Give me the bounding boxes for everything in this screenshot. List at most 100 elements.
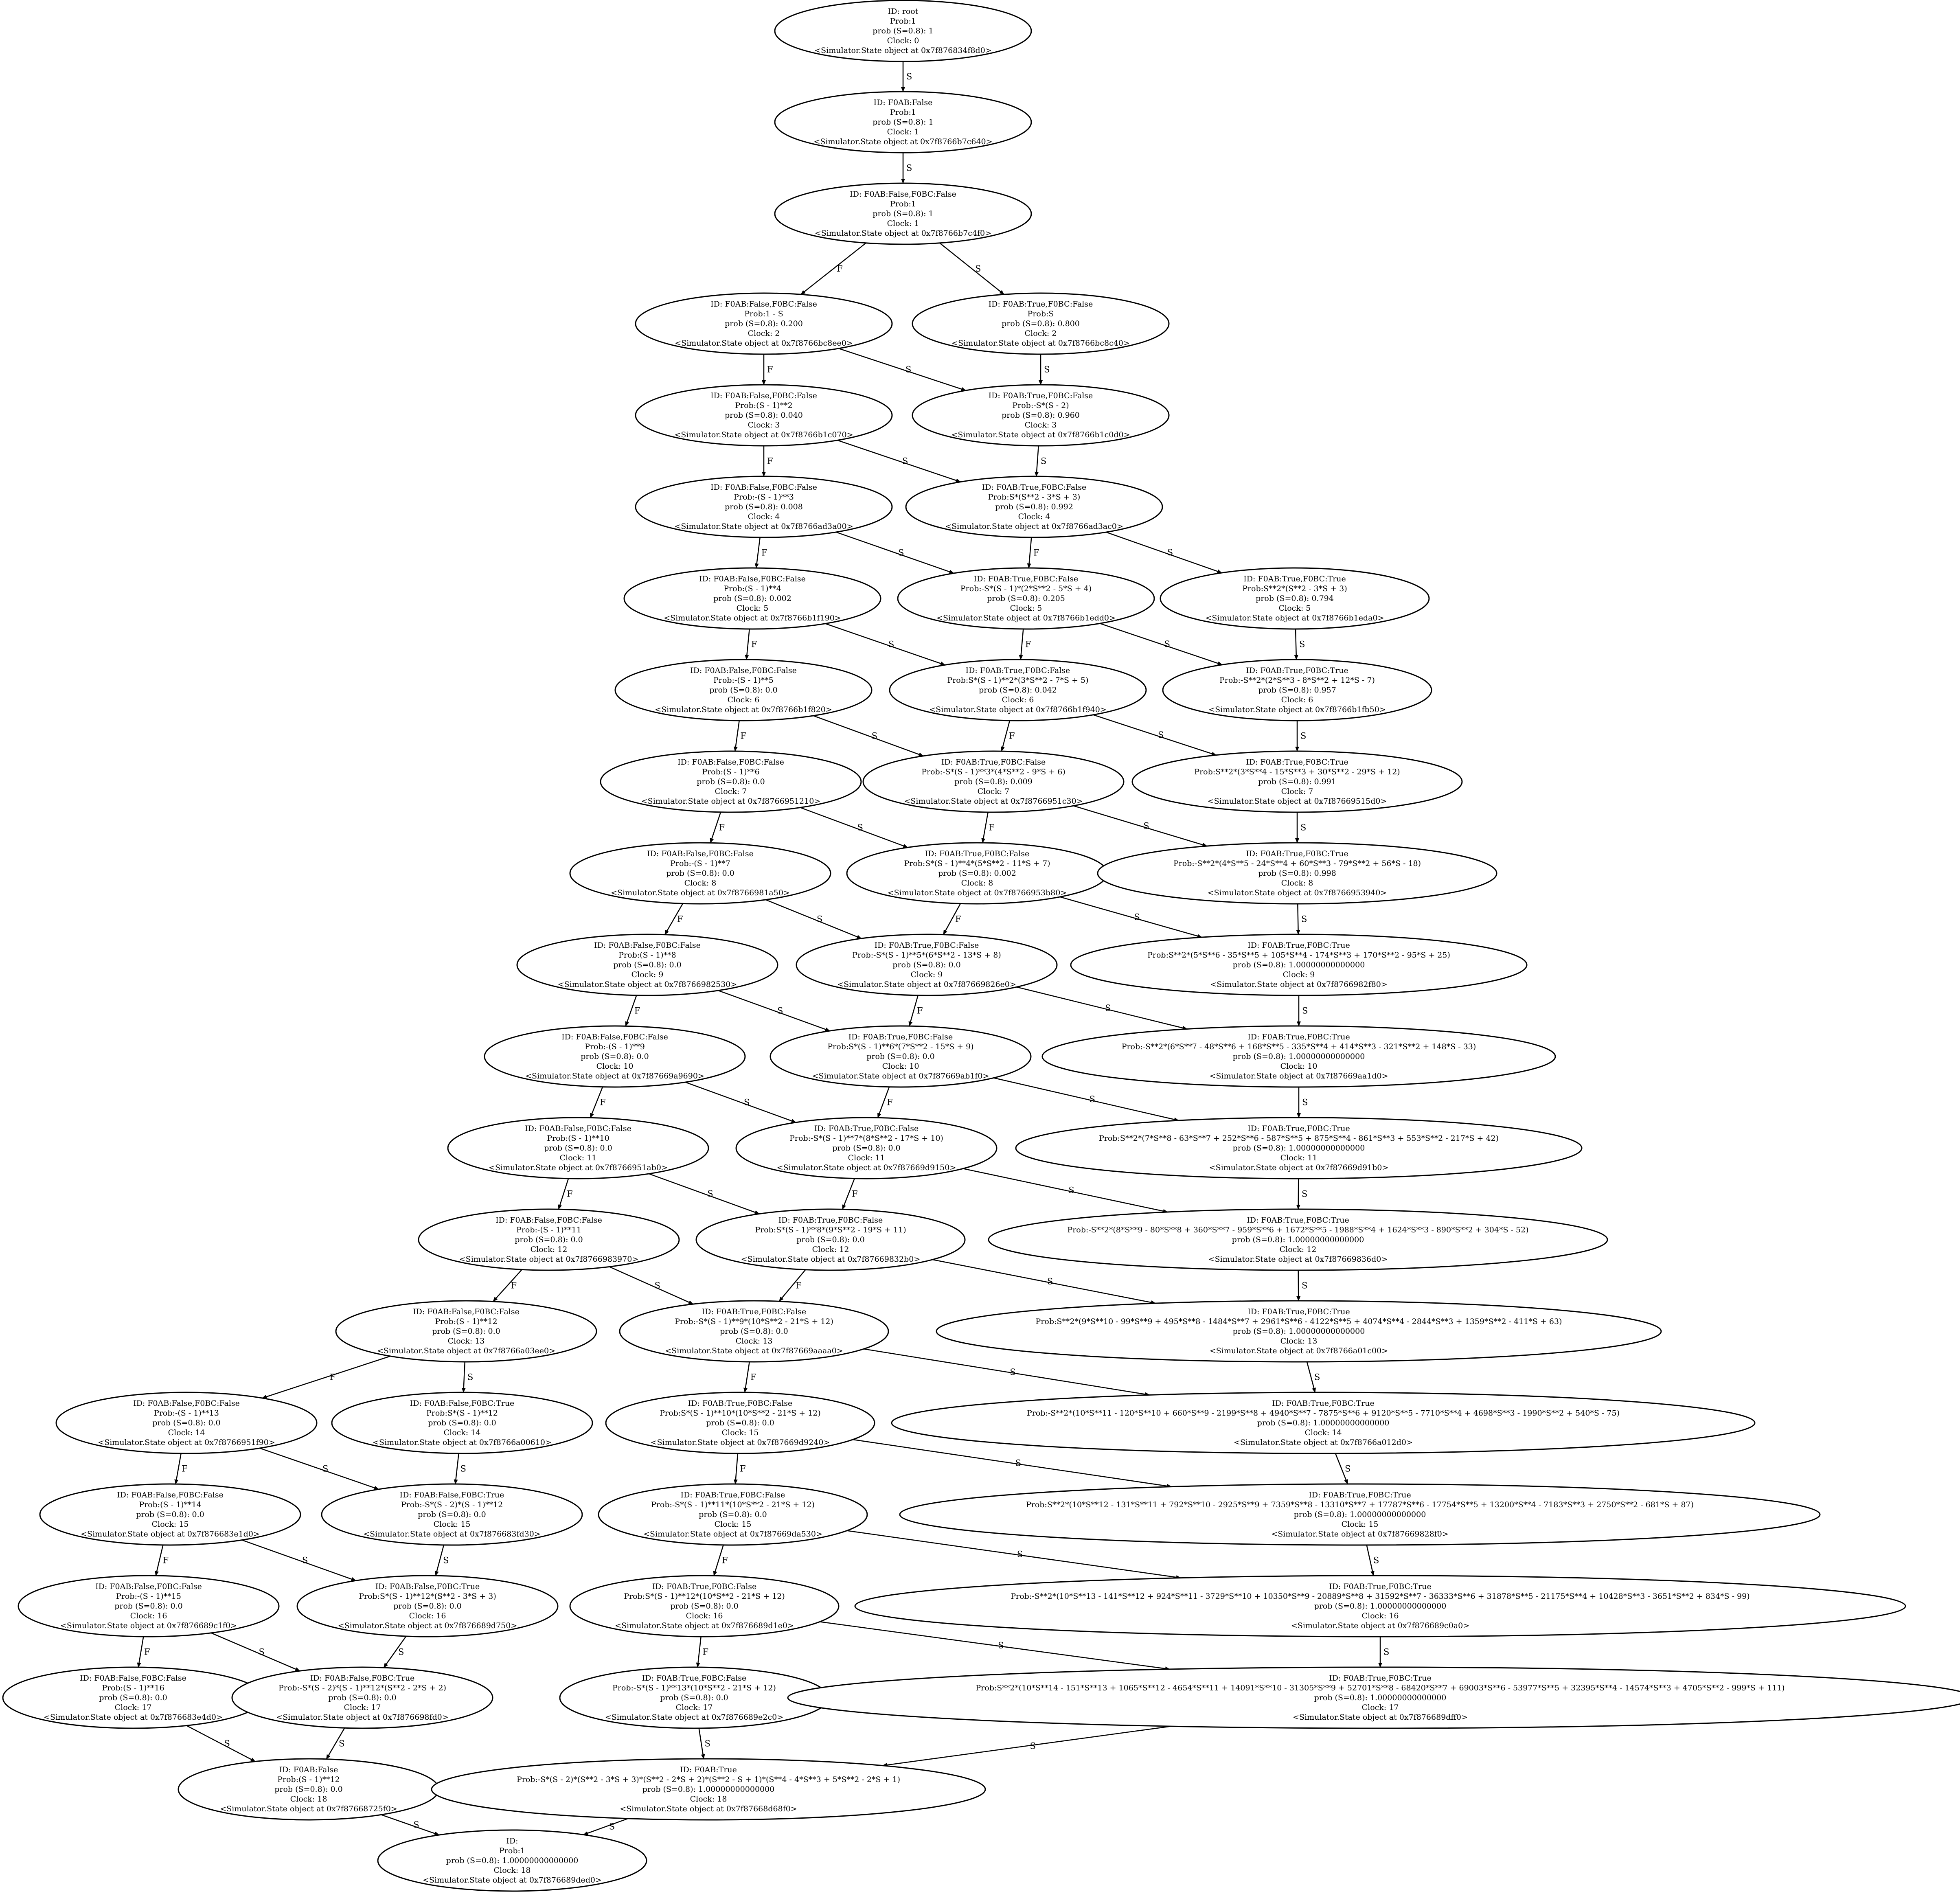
transition-edge-label: S	[1158, 730, 1164, 740]
state-node-line: prob (S=0.8): 0.992	[995, 502, 1073, 511]
state-node-line: prob (S=0.8): 0.002	[713, 594, 791, 603]
state-node-line: prob (S=0.8): 0.0	[796, 1235, 865, 1244]
state-node-line: prob (S=0.8): 0.0	[613, 960, 682, 969]
state-node-line: prob (S=0.8): 0.800	[1002, 319, 1080, 328]
transition-edge-label: S	[857, 823, 863, 833]
state-node-line: Clock: 15	[715, 1520, 752, 1529]
state-node-line: ID: F0AB:False,F0BC:False	[850, 190, 956, 199]
state-node-line: Prob:S**2*(5*S**6 - 35*S**5 + 105*S**4 -…	[1147, 951, 1450, 960]
state-node-line: Clock: 8	[961, 879, 993, 888]
state-node-line: ID: F0AB:False,F0BC:False	[647, 849, 754, 858]
transition-edge	[1019, 629, 1024, 660]
state-node-line: Clock: 11	[848, 1153, 885, 1162]
transition-edge-label: S	[998, 1641, 1004, 1651]
state-node-line: prob (S=0.8): 1	[873, 26, 933, 35]
state-node-line: Clock: 7	[715, 787, 747, 796]
state-node: ID: F0AB:True,F0BC:TrueProb:-S**2*(6*S**…	[1041, 1025, 1556, 1088]
state-node-line: Clock: 17	[676, 1703, 713, 1712]
state-node-line: ID: F0AB:False,F0BC:False	[710, 391, 817, 400]
state-node-line: <Simulator.State object at 0x7f876834f8d…	[814, 46, 991, 55]
state-node-line: prob (S=0.8): 0.0	[670, 1602, 739, 1611]
transition-edge	[778, 1269, 806, 1302]
state-node-line: ID: F0AB:True,F0BC:False	[941, 758, 1046, 767]
state-node-ellipse	[912, 384, 1170, 447]
transition-edge-label: S	[1373, 1556, 1379, 1565]
state-node-line: Prob:-(S - 1)**9	[585, 1042, 645, 1051]
state-node: ID: F0AB:True,F0BC:TrueProb:S**2*(3*S**4…	[1131, 750, 1463, 813]
state-node-line: Clock: 9	[911, 970, 943, 979]
state-node-line: Clock: 7	[978, 787, 1010, 796]
state-node-line: ID: F0AB:True,F0BC:False	[875, 941, 979, 950]
state-node-line: ID: F0AB:False	[874, 98, 933, 107]
state-node-line: <Simulator.State object at 0x7f876689d75…	[338, 1621, 517, 1630]
transition-edge-label: F	[144, 1647, 150, 1657]
state-node-line: Prob:S**2*(S**2 - 3*S + 3)	[1242, 584, 1347, 593]
transition-edge-label: S	[707, 1189, 713, 1199]
state-node-line: Prob:-S*(S - 1)**3*(4*S**2 - 9*S + 6)	[921, 767, 1066, 776]
transition-edge	[1296, 1178, 1300, 1210]
transition-edge	[186, 1725, 256, 1762]
state-node-line: prob (S=0.8): 0.0	[328, 1693, 397, 1702]
state-node-line: <Simulator.State object at 0x7f876689e2c…	[605, 1713, 783, 1722]
state-node-line: <Simulator.State object at 0x7f8766b7c4f…	[815, 229, 991, 238]
state-node-line: <Simulator.State object at 0x7f8766a0061…	[373, 1438, 552, 1447]
transition-edge	[800, 242, 866, 295]
state-node-line: Clock: 14	[168, 1428, 205, 1437]
state-node-line: ID: F0AB:True,F0BC:False	[989, 300, 1093, 309]
transition-edge-label: S	[1044, 365, 1050, 375]
state-node-line: Prob:S*(S - 1)**12	[426, 1409, 498, 1418]
state-node-ellipse	[321, 1483, 583, 1546]
state-node-ellipse	[735, 1117, 998, 1179]
state-node-line: Prob:S**2*(10*S**12 - 131*S**11 + 792*S*…	[1026, 1500, 1694, 1509]
state-node-line: Clock: 6	[1002, 695, 1034, 704]
state-node-line: Prob:-S*(S - 1)**11*(10*S**2 - 21*S + 12…	[651, 1500, 815, 1509]
state-node-ellipse	[55, 1392, 318, 1454]
state-node-line: Prob:(S - 1)**6	[702, 767, 759, 776]
state-node-line: Clock: 8	[1281, 879, 1313, 888]
state-node-line: ID: F0AB:True,F0BC:True	[1246, 666, 1348, 675]
state-node-line: Clock: 6	[1281, 695, 1313, 704]
state-node-line: Prob:-S*(S - 1)**9*(10*S**2 - 21*S + 12)	[675, 1317, 833, 1326]
state-node-ellipse	[862, 750, 1125, 813]
state-node-line: <Simulator.State object at 0x7f8766951ab…	[489, 1163, 668, 1172]
state-node-line: Prob:S*(S**2 - 3*S + 3)	[988, 493, 1081, 502]
state-node-line: <Simulator.State object at 0x7f876689c0a…	[1291, 1621, 1469, 1630]
transition-edge-label: F	[761, 548, 767, 558]
state-node-line: Clock: 14	[1305, 1428, 1342, 1437]
state-node-line: ID: F0AB:True,F0BC:True	[1246, 849, 1348, 858]
transition-edge-label: F	[677, 914, 683, 924]
state-node-line: prob (S=0.8): 0.0	[581, 1052, 649, 1061]
transition-edge	[434, 1545, 445, 1576]
state-node-line: prob (S=0.8): 0.205	[987, 594, 1065, 603]
state-node-line: prob (S=0.8): 0.0	[832, 1144, 901, 1153]
transition-edge	[685, 1081, 796, 1123]
transition-edge	[1366, 1545, 1375, 1576]
transition-edge-label: S	[705, 1739, 710, 1749]
state-node-line: Clock: 14	[444, 1428, 481, 1437]
transition-edge-label: S	[1167, 548, 1173, 557]
state-node-line: ID: F0AB:True,F0BC:False	[652, 1582, 757, 1591]
state-node-line: prob (S=0.8): 1.00000000000000	[446, 1856, 579, 1865]
state-node-ellipse	[635, 476, 893, 538]
transition-edge-label: F	[837, 264, 843, 274]
state-node-line: prob (S=0.8): 1.00000000000000	[1232, 1235, 1364, 1244]
transition-edge	[877, 1087, 890, 1118]
state-node-ellipse	[598, 1483, 868, 1546]
transition-edge-label: F	[634, 1006, 640, 1016]
state-node: ID: F0AB:True,F0BC:TrueProb:S**2*(10*S**…	[899, 1483, 1821, 1546]
state-node-line: <Simulator.State object at 0x7f8766ad3a0…	[674, 522, 853, 531]
transition-edge-label: F	[719, 823, 725, 833]
state-node-line: Clock: 1	[887, 127, 919, 136]
state-node: ID: F0AB:True,F0BC:TrueProb:-S**2*(10*S*…	[891, 1392, 1756, 1454]
transition-edge-label: S	[1010, 1367, 1015, 1377]
state-node-line: Prob:(S - 1)**12	[435, 1317, 497, 1326]
state-node-ellipse	[899, 1483, 1821, 1546]
transition-edge-label: S	[1017, 1550, 1023, 1559]
